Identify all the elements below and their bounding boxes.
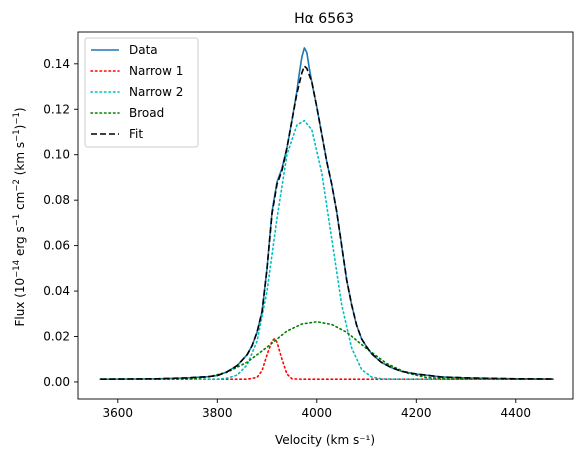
legend-label-fit: Fit [129, 127, 143, 141]
legend-label-narrow-2: Narrow 2 [129, 85, 183, 99]
legend-frame [84, 37, 199, 148]
chart-title: Hα 6563 [294, 11, 354, 27]
x-tick-label: 4000 [302, 406, 333, 420]
y-tick-label: 0.00 [43, 375, 70, 389]
x-axis-label: Velocity (km s⁻¹) [275, 433, 375, 447]
legend-label-narrow-1: Narrow 1 [129, 64, 183, 78]
x-tick-label: 3600 [103, 406, 134, 420]
y-tick-label: 0.10 [43, 148, 70, 162]
legend: Data Narrow 1 Narrow 2 Broad Fit [84, 37, 199, 148]
y-tick-label: 0.02 [43, 330, 70, 344]
y-tick-label: 0.04 [43, 284, 70, 298]
plot-area: 3600 3800 4000 4200 4400 0.00 0.02 0.04 0.06 0.08… [43, 31, 574, 420]
y-tick-label: 0.08 [43, 193, 70, 207]
series-line-fit [100, 65, 554, 381]
y-tick-label: 0.14 [43, 57, 70, 71]
y-tick-label: 0.12 [43, 102, 70, 116]
series-line-narrow-1 [99, 337, 554, 381]
y-axis-label: Flux (10−14 erg s−1 cm−2 (km s−1)−1) [12, 107, 27, 326]
plot-frame [77, 31, 574, 400]
x-tick-label: 4200 [401, 406, 432, 420]
series-group [99, 47, 554, 381]
legend-label-data: Data [129, 43, 158, 57]
legend-label-broad: Broad [129, 106, 164, 120]
y-tick-label: 0.06 [43, 239, 70, 253]
x-tick-label: 4400 [501, 406, 532, 420]
series-line-narrow-2 [99, 119, 554, 381]
x-tick-label: 3800 [202, 406, 233, 420]
